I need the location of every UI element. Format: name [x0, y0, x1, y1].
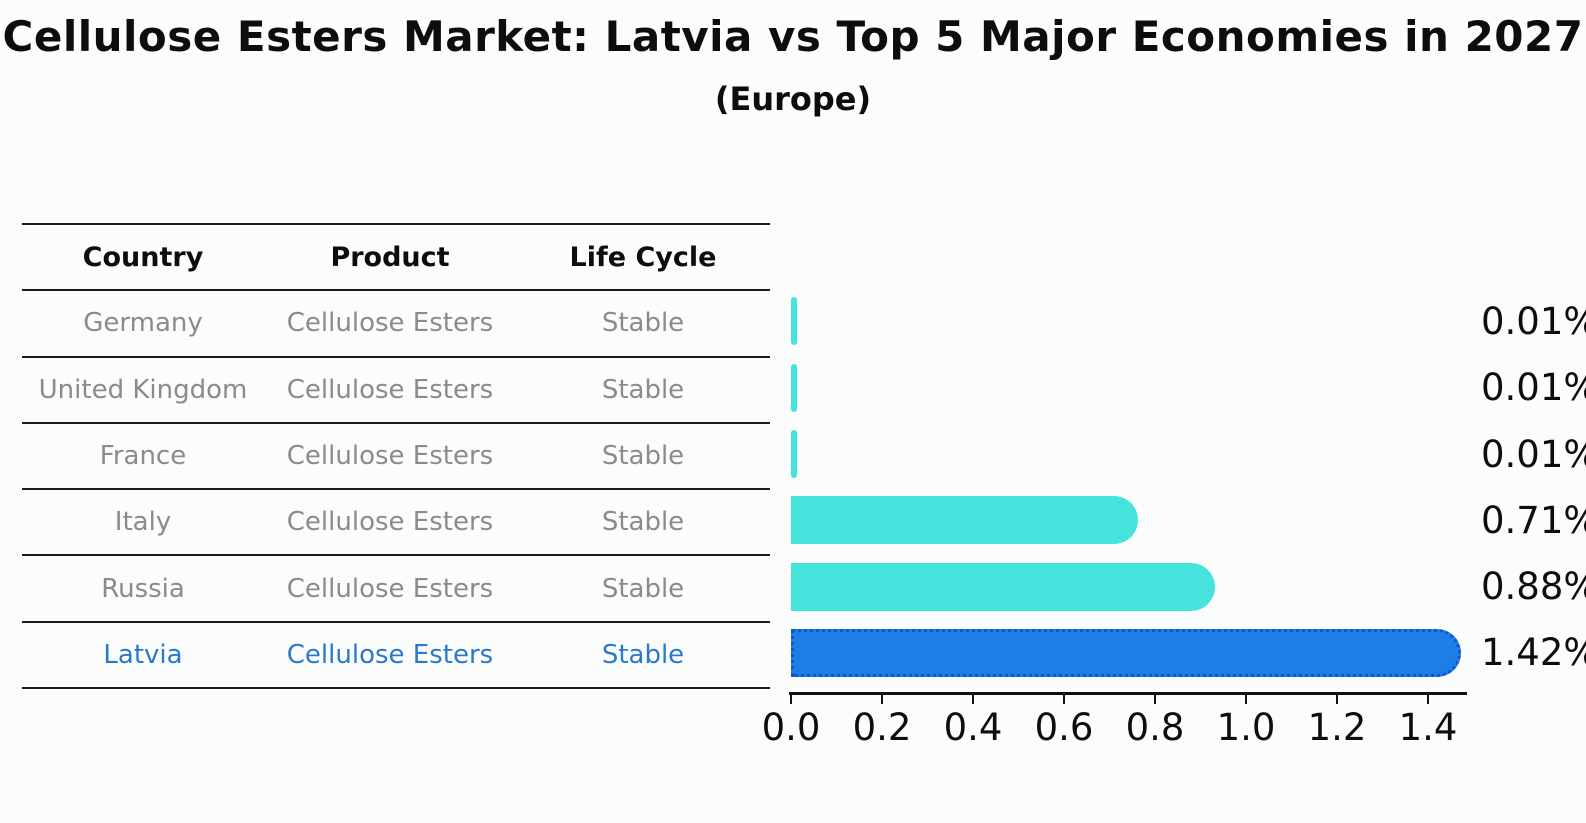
bar-united-kingdom	[791, 363, 797, 412]
bar-value-label: 0.01%	[1481, 432, 1586, 476]
x-axis-tick	[1063, 695, 1065, 704]
column-header-country: Country	[82, 241, 204, 273]
x-axis-tick	[1245, 695, 1247, 704]
cell-country: United Kingdom	[38, 374, 248, 405]
x-axis-tick-label: 0.4	[943, 706, 1003, 749]
cell-product: Cellulose Esters	[286, 374, 494, 405]
bar-value-label: 0.71%	[1481, 498, 1586, 542]
country-table: Country Product Life Cycle Germany Cellul…	[22, 223, 770, 689]
x-axis-tick-label: 1.0	[1216, 706, 1276, 749]
x-axis-tick-label: 0.2	[852, 706, 912, 749]
bar-value-label: 0.01%	[1481, 299, 1586, 343]
cell-product: Cellulose Esters	[286, 573, 494, 604]
bar-germany	[791, 297, 797, 346]
x-axis-tick	[790, 695, 792, 704]
cell-product: Cellulose Esters	[286, 440, 494, 471]
cell-life-cycle: Stable	[601, 639, 685, 670]
bar-value-label: 1.42%	[1481, 631, 1586, 675]
x-axis-tick	[1154, 695, 1156, 704]
table-row: Latvia Cellulose Esters Stable	[22, 620, 770, 687]
x-axis-tick-label: 0.0	[761, 706, 821, 749]
x-axis-tick	[1336, 695, 1338, 704]
cell-life-cycle: Stable	[601, 507, 685, 538]
cell-country: Italy	[114, 507, 172, 538]
bar-italy	[791, 496, 1139, 545]
bar-latvia	[791, 628, 1462, 677]
x-axis-tick-label: 1.2	[1307, 706, 1367, 749]
cell-product: Cellulose Esters	[286, 639, 494, 670]
table-header-row: Country Product Life Cycle	[22, 223, 770, 289]
table-row: United Kingdom Cellulose Esters Stable	[22, 355, 770, 422]
x-axis-tick	[881, 695, 883, 704]
cell-country: Latvia	[103, 639, 183, 670]
column-header-product: Product	[330, 241, 450, 273]
cell-country: Germany	[83, 308, 203, 339]
table-row: Italy Cellulose Esters Stable	[22, 488, 770, 554]
x-axis-line	[789, 692, 1467, 695]
cell-life-cycle: Stable	[601, 573, 685, 604]
cell-life-cycle: Stable	[601, 440, 685, 471]
x-axis-tick	[1427, 695, 1429, 704]
x-axis-tick-label: 0.8	[1125, 706, 1185, 749]
cell-life-cycle: Stable	[601, 308, 685, 339]
x-axis-tick-label: 1.4	[1398, 706, 1458, 749]
cell-product: Cellulose Esters	[286, 507, 494, 538]
cell-product: Cellulose Esters	[286, 308, 494, 339]
table-row: Russia Cellulose Esters Stable	[22, 554, 770, 620]
bar-france	[791, 430, 797, 478]
table-row: France Cellulose Esters Stable	[22, 421, 770, 488]
x-axis-tick	[972, 695, 974, 704]
cell-country: Russia	[101, 573, 185, 604]
bar-value-label: 0.88%	[1481, 565, 1586, 609]
page-subtitle: (Europe)	[714, 80, 872, 118]
column-header-life-cycle: Life Cycle	[569, 241, 717, 273]
page-title: Cellulose Esters Market: Latvia vs Top 5…	[2, 12, 1584, 61]
bar-russia	[791, 562, 1216, 611]
cell-life-cycle: Stable	[601, 374, 685, 405]
table-row: Germany Cellulose Esters Stable	[22, 289, 770, 355]
bar-value-label: 0.01%	[1481, 366, 1586, 410]
cell-country: France	[99, 440, 187, 471]
x-axis-tick-label: 0.6	[1034, 706, 1094, 749]
